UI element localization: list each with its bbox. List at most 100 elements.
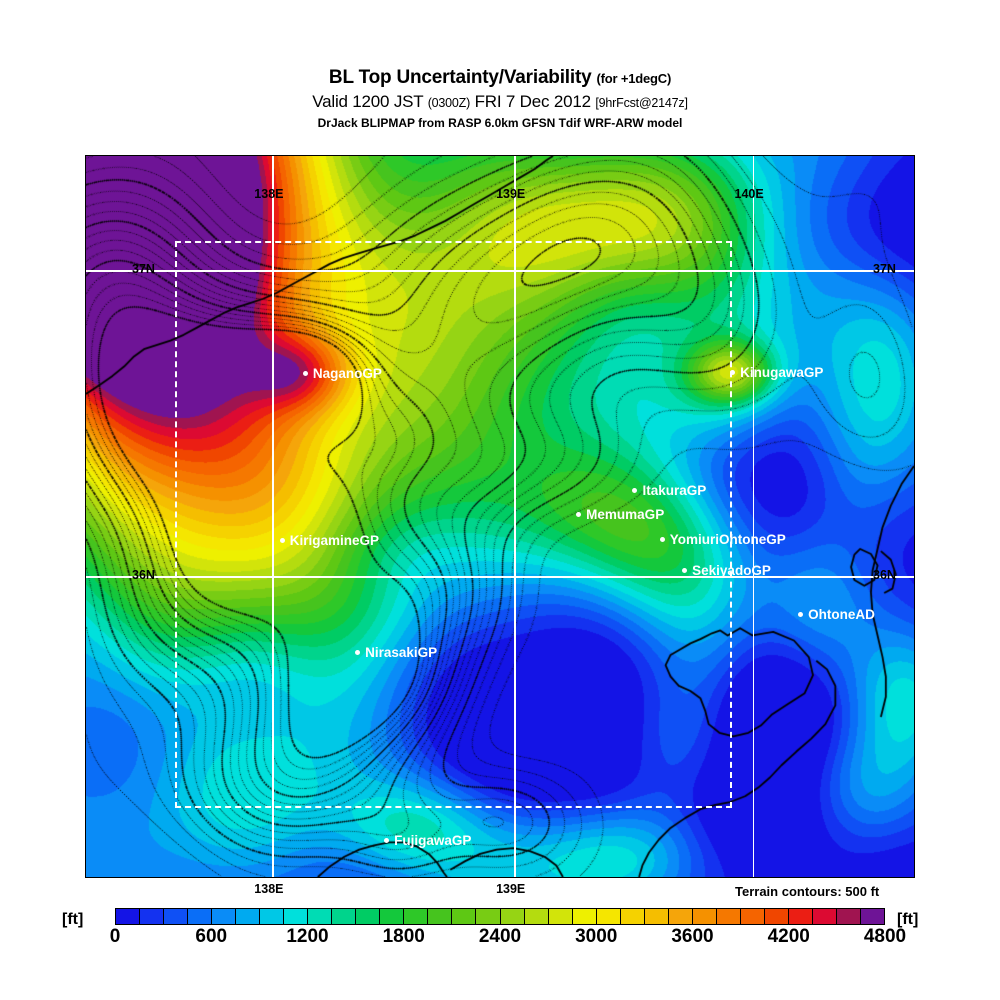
colorbar-cell xyxy=(188,909,213,924)
colorbar-cell xyxy=(452,909,477,924)
longitude-label: 140E xyxy=(734,187,764,201)
station-dot-icon xyxy=(384,837,390,843)
colorbar-cell xyxy=(620,909,645,924)
latitude-label: 37N xyxy=(873,261,896,276)
colorbar-tick-label: 4200 xyxy=(767,926,810,947)
station-dot-icon xyxy=(279,538,285,543)
colorbar-tick-label: 0 xyxy=(109,926,121,947)
colorbar-cell xyxy=(500,909,525,924)
station-dot-icon xyxy=(682,568,688,574)
valid-prefix: Valid 1200 JST xyxy=(312,92,424,111)
colorbar-cell xyxy=(164,909,189,924)
terrain-contour-note: Terrain contours: 500 ft xyxy=(735,884,880,899)
chart-source: DrJack BLIPMAP from RASP 6.0km GFSN Tdif… xyxy=(317,116,683,130)
longitude-label: 138E xyxy=(254,187,284,201)
forecast-tag: [9hrFcst@2147z] xyxy=(595,96,688,110)
uncertainty-field-canvas xyxy=(86,156,914,877)
station-marker[interactable]: NaganoGP xyxy=(302,366,382,382)
station-label: KinugawaGP xyxy=(740,365,824,381)
station-marker[interactable]: ItakuraGP xyxy=(632,482,707,498)
colorbar-tick-label: 600 xyxy=(195,926,228,947)
colorbar-cell xyxy=(740,909,765,924)
longitude-label: 139E xyxy=(496,187,526,201)
station-dot-icon xyxy=(659,537,665,543)
station-marker[interactable]: OhtoneAD xyxy=(798,607,875,623)
colorbar-tick-label: 1200 xyxy=(286,926,329,947)
colorbar-tick-label: 3600 xyxy=(671,926,714,947)
colorbar-cell xyxy=(428,909,453,924)
chart-subtitle: Valid 1200 JST (0300Z) FRI 7 Dec 2012 [9… xyxy=(0,91,1000,114)
colorbar-unit-left: [ft] xyxy=(62,911,84,928)
station-marker[interactable]: SekiyadoGP xyxy=(682,563,771,579)
latitude-label: 37N xyxy=(132,261,155,276)
colorbar-cell xyxy=(764,909,789,924)
colorbar-cell xyxy=(596,909,621,924)
colorbar-tick-label: 3000 xyxy=(575,926,618,947)
station-label: ItakuraGP xyxy=(642,482,707,498)
longitude-label: 138E xyxy=(254,882,284,896)
chart-title-main: BL Top Uncertainty/Variability xyxy=(328,67,592,88)
colorbar-cell xyxy=(692,909,717,924)
graticule-line-lat xyxy=(86,269,914,272)
station-dot-icon xyxy=(302,371,308,377)
chart-title: BL Top Uncertainty/Variability (for +1de… xyxy=(0,68,1000,89)
graticule-line-lon xyxy=(752,156,755,877)
station-marker[interactable]: KinugawaGP xyxy=(730,366,823,379)
station-dot-icon xyxy=(632,487,638,493)
colorbar-cell xyxy=(116,909,141,924)
colorbar-cell xyxy=(860,909,884,924)
station-dot-icon xyxy=(730,370,736,376)
colorbar-tick-label: 1800 xyxy=(382,926,425,947)
station-label: NaganoGP xyxy=(312,366,382,382)
colorbar-cell xyxy=(380,909,405,924)
station-marker[interactable]: YomiuriOhtoneGP xyxy=(659,532,786,548)
colorbar-cell xyxy=(836,909,861,924)
colorbar-cell xyxy=(404,909,429,924)
graticule-line-lat xyxy=(86,576,914,578)
latitude-label: 36N xyxy=(132,568,155,583)
station-dot-icon xyxy=(576,512,582,518)
station-dot-icon xyxy=(355,650,361,656)
colorbar-cell xyxy=(236,909,261,924)
forecast-domain-box xyxy=(175,241,732,808)
colorbar xyxy=(115,908,885,925)
colorbar-cell xyxy=(812,909,837,924)
colorbar-tick-label: 2400 xyxy=(478,926,522,947)
colorbar-cell xyxy=(284,909,309,924)
colorbar-cell xyxy=(140,909,165,924)
graticule-line-lon xyxy=(272,156,274,877)
colorbar-cell xyxy=(668,909,693,924)
valid-date: FRI 7 Dec 2012 xyxy=(474,92,591,111)
colorbar-cell xyxy=(260,909,285,924)
colorbar-cell xyxy=(716,909,741,924)
station-label: YomiuriOhtoneGP xyxy=(669,532,786,548)
colorbar-ticks: 0 600 1200 1800 2400 3000 3600 4200 4800 xyxy=(110,926,906,950)
colorbar-cell xyxy=(548,909,573,924)
latitude-label: 36N xyxy=(873,568,896,583)
colorbar-cell xyxy=(572,909,597,924)
station-label: SekiyadoGP xyxy=(692,563,771,579)
title-block: BL Top Uncertainty/Variability (for +1de… xyxy=(0,68,1000,131)
colorbar-cell xyxy=(644,909,669,924)
colorbar-cell xyxy=(212,909,237,924)
colorbar-unit-right: [ft] xyxy=(897,911,919,928)
station-marker[interactable]: FujigawaGP xyxy=(384,834,471,847)
colorbar-cell xyxy=(332,909,357,924)
graticule-line-lon xyxy=(514,156,516,877)
station-label: MemumaGP xyxy=(586,507,665,523)
colorbar-cell xyxy=(308,909,333,924)
colorbar-cell xyxy=(788,909,813,924)
colorbar-row: [ft] [ft] 0 600 1200 1800 2400 3000 3600 4200 48… xyxy=(0,905,1000,951)
station-marker[interactable]: MemumaGP xyxy=(576,508,664,521)
station-dot-icon xyxy=(798,612,804,618)
chart-title-suffix: (for +1degC) xyxy=(596,71,672,86)
colorbar-cell xyxy=(476,909,501,924)
longitude-label: 139E xyxy=(496,882,526,896)
station-marker[interactable]: NirasakiGP xyxy=(355,645,438,661)
station-marker[interactable]: KirigamineGP xyxy=(279,534,379,547)
station-label: OhtoneAD xyxy=(808,607,875,623)
station-label: NirasakiGP xyxy=(365,645,438,661)
colorbar-cell xyxy=(356,909,381,924)
colorbar-cell xyxy=(524,909,549,924)
